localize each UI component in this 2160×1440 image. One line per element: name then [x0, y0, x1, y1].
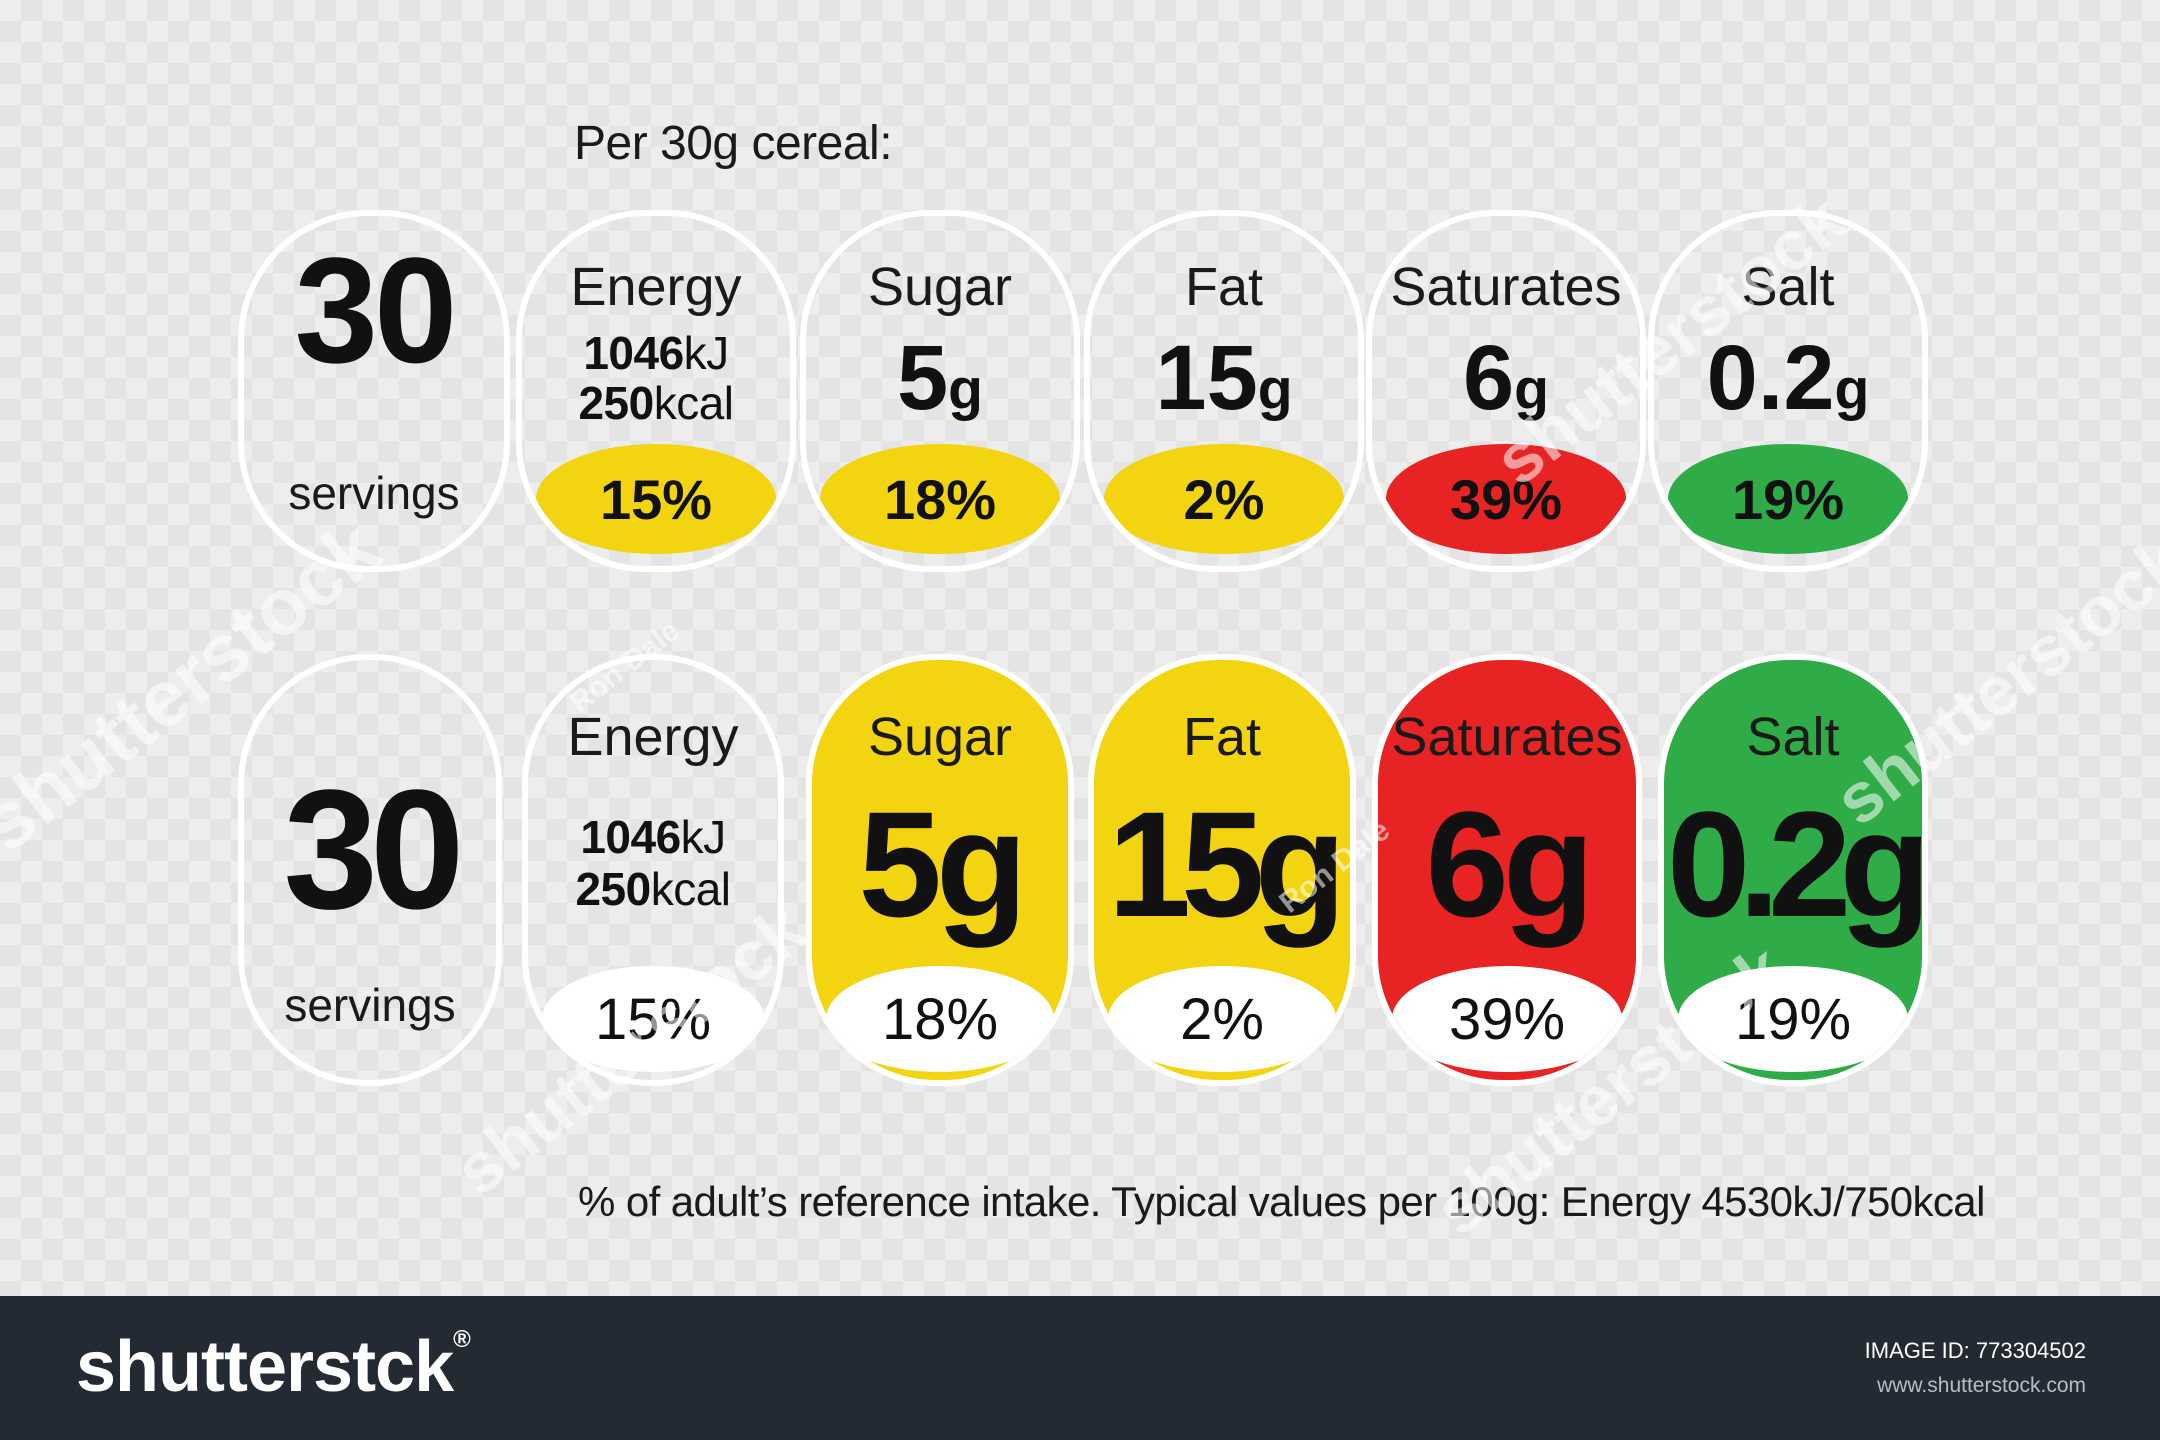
fat-percent-badge: 2%: [1104, 444, 1344, 554]
salt-value-2: 0.2g: [1666, 780, 1922, 948]
salt-cell-2: Salt 0.2g 19%: [1658, 654, 1928, 1086]
energy-cell-2: Energy 1046kJ 250kcal 15%: [522, 654, 784, 1086]
energy-percent-badge: 15%: [536, 444, 776, 554]
energy-percent-badge-2: 15%: [542, 966, 764, 1072]
fat-title: Fat: [1184, 257, 1264, 317]
servings-number-2: 30: [283, 755, 464, 945]
site-url: www.shutterstock.com: [1877, 1374, 2086, 1397]
image-id: IMAGE ID: 773304502: [1864, 1338, 2086, 1363]
fat-cell: Fat 15g 2%: [1084, 210, 1364, 572]
saturates-title: Saturates: [1390, 257, 1622, 317]
salt-percent-badge: 19%: [1668, 444, 1908, 554]
heading: Per 30g cereal:: [574, 117, 893, 170]
sugar-percent-badge: 18%: [820, 444, 1060, 554]
energy-kj: 1046kJ: [583, 327, 729, 379]
sugar-title-2: Sugar: [867, 707, 1013, 767]
servings-label: servings: [288, 467, 460, 519]
saturates-percent-badge-2: 39%: [1392, 966, 1622, 1072]
saturates-value: 6g: [1462, 327, 1549, 429]
saturates-cell: Saturates 6g 39%: [1366, 210, 1646, 572]
saturates-value-2: 6g: [1425, 780, 1594, 948]
energy-kcal: 250kcal: [578, 377, 734, 429]
brand-logo: shutterstck®: [76, 1326, 471, 1407]
sugar-title: Sugar: [867, 257, 1013, 317]
energy-title: Energy: [570, 257, 742, 317]
servings-label-2: servings: [284, 979, 456, 1031]
fat-value: 15g: [1155, 327, 1293, 429]
fat-cell-2: Fat 15g 2%: [1088, 654, 1356, 1086]
fat-title-2: Fat: [1182, 707, 1262, 767]
reference-intake-footnote: % of adult’s reference intake. Typical v…: [578, 1178, 1985, 1225]
sugar-cell-2: Sugar 5g 18%: [806, 654, 1074, 1086]
saturates-title-2: Saturates: [1391, 707, 1623, 767]
servings-cell: 30 servings: [238, 210, 510, 572]
sugar-percent-badge-2: 18%: [826, 966, 1054, 1072]
saturates-percent-badge: 39%: [1386, 444, 1626, 554]
energy-title-2: Energy: [567, 707, 739, 767]
salt-title-2: Salt: [1746, 707, 1840, 767]
energy-cell: Energy 1046kJ 250kcal 15%: [516, 210, 796, 572]
energy-kj-2: 1046kJ: [580, 811, 726, 863]
salt-title: Salt: [1741, 257, 1835, 317]
salt-value: 0.2g: [1706, 327, 1870, 429]
salt-percent-badge-2: 19%: [1678, 966, 1908, 1072]
energy-kcal-2: 250kcal: [575, 863, 731, 915]
sugar-value-2: 5g: [858, 780, 1027, 948]
saturates-cell-2: Saturates 6g 39%: [1372, 654, 1642, 1086]
sugar-value: 5g: [896, 327, 983, 429]
fat-value-2: 15g: [1107, 780, 1346, 948]
servings-cell-2: 30 servings: [238, 654, 502, 1086]
sugar-cell: Sugar 5g 18%: [800, 210, 1080, 572]
footer-bar: shutterstck® IMAGE ID: 773304502 www.shu…: [0, 1296, 2160, 1440]
salt-cell: Salt 0.2g 19%: [1648, 210, 1928, 572]
servings-number: 30: [294, 226, 458, 394]
fat-percent-badge-2: 2%: [1108, 966, 1336, 1072]
